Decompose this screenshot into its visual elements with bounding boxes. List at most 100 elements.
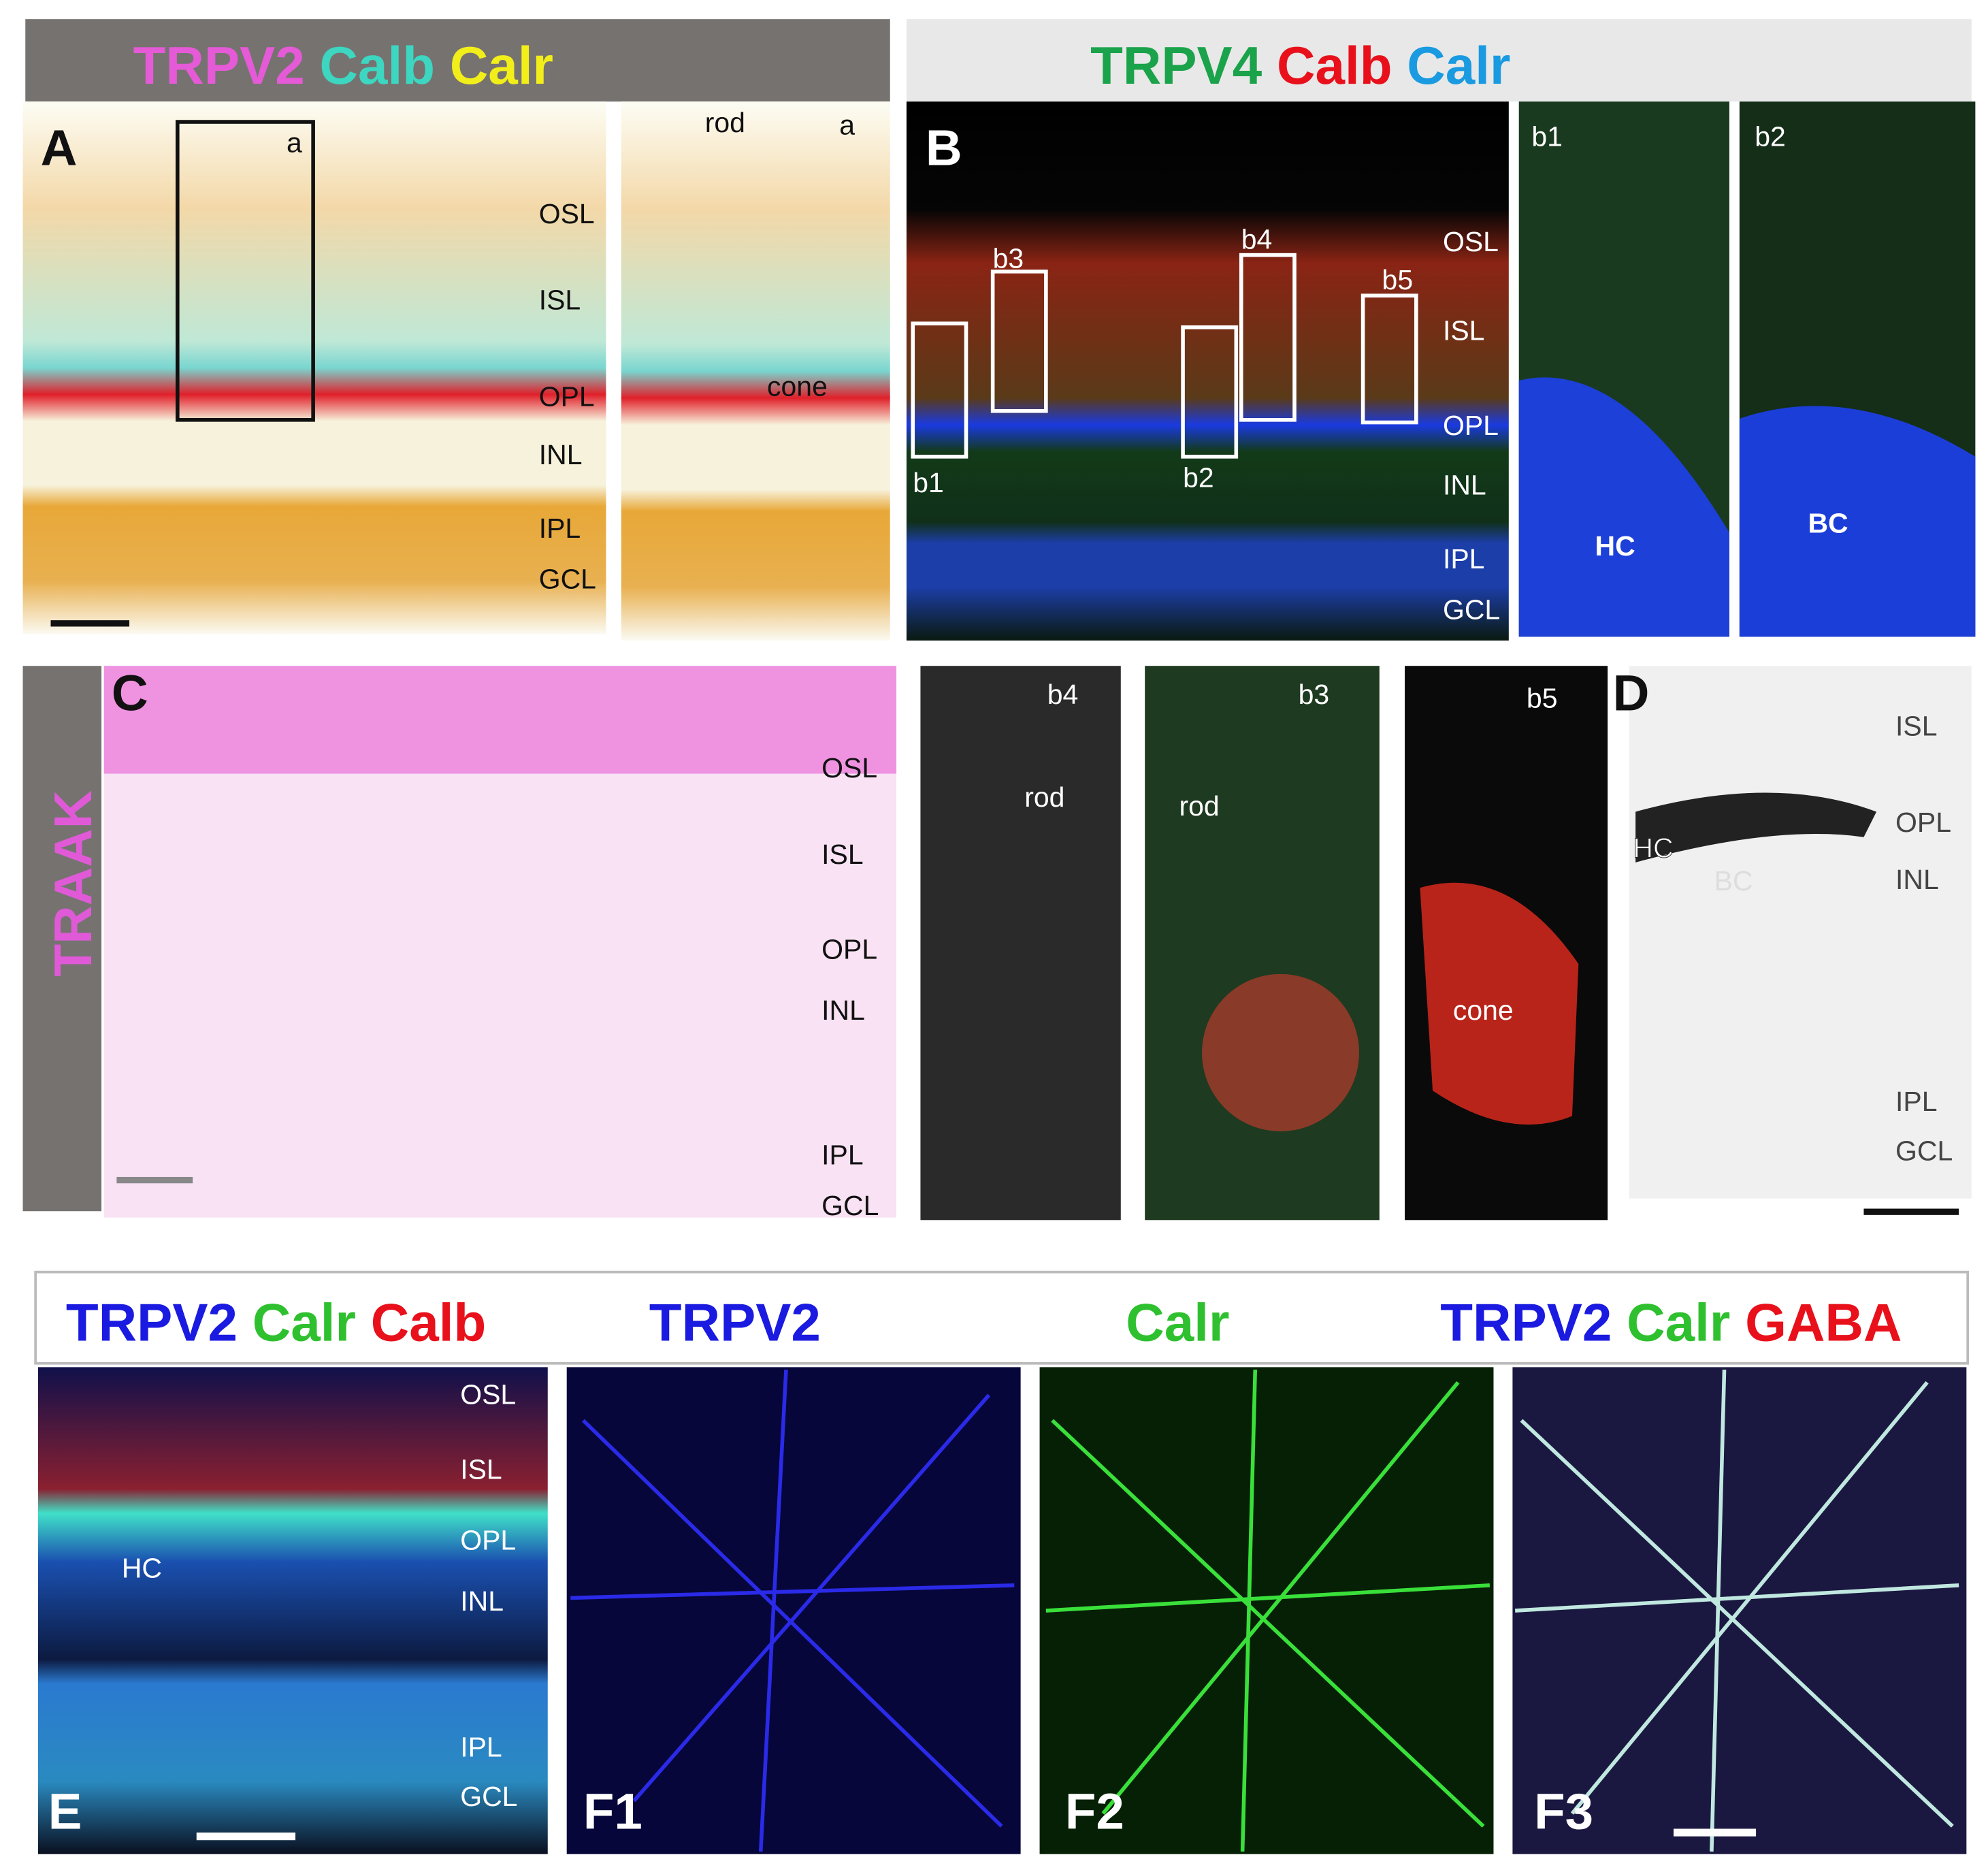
box-label: a	[287, 127, 302, 159]
scale-bar	[1863, 1208, 1959, 1215]
header-bar	[25, 19, 890, 102]
box-label: b4	[1241, 223, 1273, 255]
panel-label: b2	[1755, 120, 1786, 152]
layer-labels: OSL ISL OPL INL IPL GCL	[1443, 226, 1500, 625]
header: TRPV4 Calb Calr	[1090, 35, 1510, 95]
cell-label: BC	[1808, 508, 1848, 539]
image	[920, 666, 1121, 1221]
layer-label: IPL	[821, 1139, 864, 1170]
layer-labels: OSL ISL OPL INL IPL GCL	[460, 1378, 517, 1812]
cell-label: HC	[1633, 833, 1673, 864]
box-labels: b1 b2 b3 b4 b5	[913, 223, 1413, 498]
layer-label: INL	[460, 1585, 504, 1617]
layer-labels: OSL ISL OPL INL IPL GCL	[821, 752, 879, 1221]
box-label: b1	[913, 467, 944, 498]
processes	[1514, 1370, 1959, 1852]
header-bar	[906, 19, 1972, 102]
header-word: Calb	[1277, 35, 1392, 95]
panel-label: D	[1613, 664, 1650, 721]
panel-label: A	[41, 119, 78, 176]
panel-label: b5	[1527, 683, 1558, 714]
scale-bar	[1674, 1828, 1757, 1837]
cell-label: cone	[767, 370, 828, 402]
panel-label: E	[48, 1783, 82, 1839]
layer-label: INL	[539, 439, 583, 470]
image	[906, 101, 1509, 641]
layer-labels: ISL OPL INL IPL GCL	[1895, 711, 1953, 1167]
layer-labels: OSL ISL OPL INL IPL GCL	[539, 198, 596, 595]
image	[1039, 1367, 1494, 1854]
panel-label: F2	[1065, 1783, 1124, 1839]
header: Calr	[1126, 1292, 1229, 1352]
cell-label: rod	[1024, 781, 1064, 813]
header: TRPV2 Calr GABA	[1440, 1292, 1902, 1352]
image	[1145, 666, 1380, 1221]
roi-boxes	[911, 253, 1418, 459]
header-word: Calr	[1407, 35, 1510, 95]
header-word: TRPV2	[66, 1292, 238, 1352]
header-word: Calb	[320, 35, 436, 95]
panel-label: b4	[1047, 679, 1079, 710]
layer-label: OSL	[821, 752, 877, 784]
cell-label: HC	[122, 1553, 162, 1584]
header-word: TRPV2	[1440, 1292, 1612, 1352]
image	[37, 1367, 548, 1854]
layer-label: IPL	[539, 513, 581, 544]
panel-label: a	[839, 110, 855, 141]
image	[621, 101, 890, 641]
header-word: GABA	[1745, 1292, 1902, 1352]
cell-label: rod	[1179, 790, 1219, 822]
header-bar	[22, 666, 102, 1212]
layer-label: GCL	[539, 564, 596, 595]
header-word: TRPV2	[133, 35, 305, 95]
cell-shape	[1739, 406, 1976, 637]
box-label: b2	[1183, 462, 1214, 494]
layer-label: ISL	[539, 285, 581, 316]
layer-label: INL	[821, 995, 865, 1026]
layer-label: OPL	[821, 934, 877, 965]
image	[1629, 666, 1972, 1199]
panel-label: F1	[583, 1783, 642, 1839]
cell-shape	[1202, 973, 1360, 1131]
header-word: TRPV4	[1090, 35, 1262, 95]
layer-label: OSL	[1443, 226, 1499, 257]
header-frame	[34, 1270, 1970, 1365]
processes	[1045, 1370, 1490, 1852]
layer-label: ISL	[1895, 711, 1938, 742]
roi-box	[176, 120, 315, 422]
layer-label: OSL	[539, 198, 595, 229]
scale-bar	[50, 620, 130, 627]
layer-label: INL	[1443, 470, 1486, 501]
panel-label: F3	[1534, 1783, 1593, 1839]
cell-shape	[1420, 882, 1579, 1125]
cell-label: cone	[1453, 995, 1514, 1026]
header-word: Calr	[1627, 1292, 1730, 1352]
layer-label: ISL	[821, 839, 864, 870]
box-label: b5	[1382, 264, 1414, 295]
cell-shape	[1518, 377, 1729, 637]
layer-label: GCL	[1895, 1135, 1953, 1167]
box-label: b3	[993, 242, 1024, 274]
layer-label: IPL	[1895, 1086, 1938, 1117]
header-word: Calr	[252, 1292, 356, 1352]
processes	[570, 1369, 1015, 1852]
cell-label: HC	[1595, 530, 1635, 562]
scale-bar	[116, 1176, 193, 1184]
layer-label: OPL	[1443, 410, 1499, 441]
header: TRAAK	[43, 790, 103, 977]
layer-label: IPL	[1443, 543, 1485, 575]
outer-segments	[103, 666, 897, 774]
layer-label: OPL	[460, 1525, 516, 1556]
layer-label: ISL	[460, 1453, 502, 1485]
layer-label: IPL	[460, 1731, 502, 1762]
scale-bar	[196, 1833, 296, 1841]
layer-label: GCL	[821, 1190, 879, 1221]
layer-label: GCL	[1443, 594, 1500, 625]
panel-label: b1	[1531, 120, 1563, 152]
panel-label: C	[112, 664, 148, 721]
header: TRPV2	[649, 1292, 821, 1352]
cell-label: rod	[705, 107, 745, 138]
header-word: Calr	[450, 35, 553, 95]
